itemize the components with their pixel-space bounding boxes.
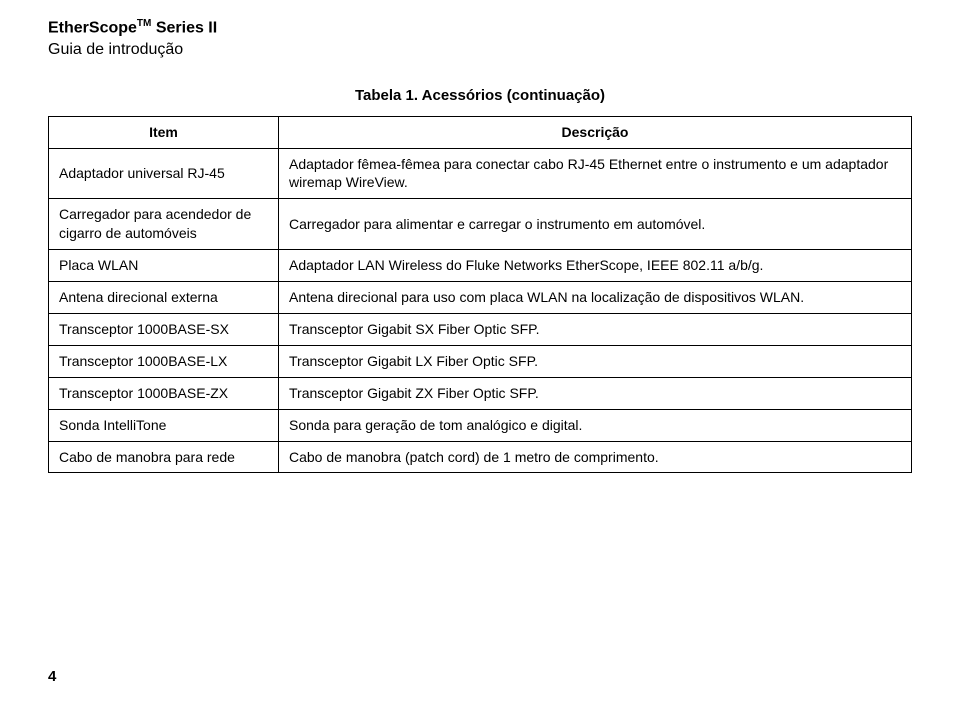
col-header-desc: Descrição [279,116,912,148]
cell-desc: Transceptor Gigabit ZX Fiber Optic SFP. [279,377,912,409]
trademark: TM [137,18,151,29]
cell-item: Transceptor 1000BASE-SX [49,313,279,345]
cell-item: Placa WLAN [49,250,279,282]
page: EtherScopeTM Series II Guia de introduçã… [0,0,960,701]
product-suffix: Series II [151,19,217,36]
product-name: EtherScope [48,19,137,36]
cell-item: Adaptador universal RJ-45 [49,148,279,199]
page-number: 4 [48,668,56,685]
cell-desc: Transceptor Gigabit LX Fiber Optic SFP. [279,345,912,377]
cell-item: Transceptor 1000BASE-ZX [49,377,279,409]
accessories-table: Item Descrição Adaptador universal RJ-45… [48,116,912,474]
cell-desc: Transceptor Gigabit SX Fiber Optic SFP. [279,313,912,345]
col-header-item: Item [49,116,279,148]
cell-item: Sonda IntelliTone [49,409,279,441]
table-row: Carregador para acendedor de cigarro de … [49,199,912,250]
cell-item: Antena direcional externa [49,282,279,314]
table-header-row: Item Descrição [49,116,912,148]
cell-item: Transceptor 1000BASE-LX [49,345,279,377]
cell-desc: Adaptador LAN Wireless do Fluke Networks… [279,250,912,282]
cell-desc: Antena direcional para uso com placa WLA… [279,282,912,314]
table-row: Sonda IntelliTone Sonda para geração de … [49,409,912,441]
table-caption: Tabela 1. Acessórios (continuação) [48,87,912,104]
table-row: Transceptor 1000BASE-SX Transceptor Giga… [49,313,912,345]
cell-item: Carregador para acendedor de cigarro de … [49,199,279,250]
table-row: Adaptador universal RJ-45 Adaptador fême… [49,148,912,199]
header-line-1: EtherScopeTM Series II [48,18,912,38]
cell-desc: Sonda para geração de tom analógico e di… [279,409,912,441]
cell-desc: Cabo de manobra (patch cord) de 1 metro … [279,441,912,473]
table-row: Cabo de manobra para rede Cabo de manobr… [49,441,912,473]
table-row: Transceptor 1000BASE-ZX Transceptor Giga… [49,377,912,409]
table-row: Placa WLAN Adaptador LAN Wireless do Flu… [49,250,912,282]
cell-item: Cabo de manobra para rede [49,441,279,473]
table-row: Antena direcional externa Antena direcio… [49,282,912,314]
cell-desc: Carregador para alimentar e carregar o i… [279,199,912,250]
cell-desc: Adaptador fêmea-fêmea para conectar cabo… [279,148,912,199]
header-subtitle: Guia de introdução [48,40,912,59]
table-row: Transceptor 1000BASE-LX Transceptor Giga… [49,345,912,377]
